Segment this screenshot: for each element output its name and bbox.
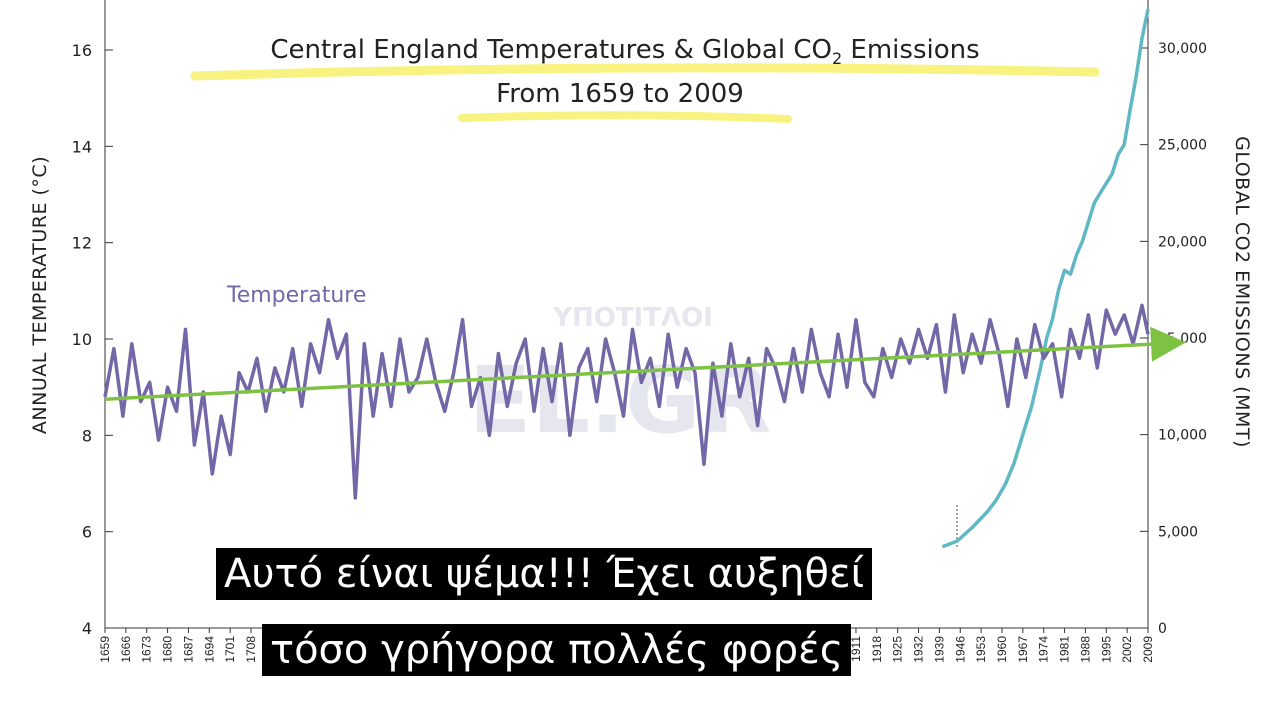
series-label-temperature: Temperature: [226, 283, 366, 308]
chart-title: Central England Temperatures & Global CO…: [270, 35, 979, 68]
y-tick-label: 16: [72, 41, 92, 60]
y-tick-label: 8: [82, 426, 92, 445]
x-tick-label: 1911: [849, 636, 863, 662]
x-tick-label: 1701: [223, 636, 237, 663]
x-tick-label: 2002: [1120, 636, 1134, 663]
x-tick-label: 1659: [98, 636, 112, 663]
y2-tick-label: 10,000: [1158, 428, 1207, 444]
x-tick-label: 1981: [1058, 636, 1072, 663]
right-axis-ticks: 0 5,000 10,000 15,000 20,000 25,000 30,000: [1140, 41, 1207, 637]
y-tick-label: 6: [82, 523, 92, 542]
y2-tick-label: 25,000: [1158, 138, 1207, 154]
x-tick-label: 1967: [1016, 636, 1030, 663]
x-tick-label: 1687: [181, 636, 195, 663]
x-tick-label: 1932: [912, 636, 926, 663]
y2-tick-label: 0: [1158, 621, 1167, 637]
x-tick-label: 1946: [953, 636, 967, 663]
y-tick-label: 14: [72, 137, 92, 156]
y2-tick-label: 5,000: [1158, 524, 1198, 540]
co2-emissions-line: [941, 8, 1150, 549]
y-axis-title: ANNUAL TEMPERATURE (°C): [29, 156, 51, 434]
trend-arrow: [104, 326, 1186, 401]
x-tick-label: 1666: [119, 636, 133, 663]
x-tick-label: 1925: [891, 636, 905, 663]
chart-subtitle: From 1659 to 2009: [496, 79, 744, 109]
y-tick-label: 12: [72, 234, 92, 253]
x-tick-label: 1918: [870, 636, 884, 663]
y-tick-label: 4: [82, 619, 92, 638]
y2-tick-label: 15,000: [1158, 331, 1207, 347]
x-tick-label: 1680: [161, 636, 175, 663]
subtitle-line-2: τόσο γρήγορα πολλές φορές: [262, 624, 852, 676]
x-tick-label: 1939: [932, 636, 946, 663]
x-tick-label: 1974: [1037, 636, 1051, 663]
y2-axis-title: GLOBAL CO2 EMISSIONS (MMT): [1231, 136, 1253, 448]
y2-tick-label: 30,000: [1158, 41, 1207, 57]
x-tick-label: 2009: [1141, 636, 1155, 663]
left-axis-ticks: 4 6 8 10 12 14 16: [72, 41, 113, 638]
y-tick-label: 10: [72, 330, 92, 349]
series-layer: [103, 8, 1186, 549]
x-tick-label: 1953: [974, 636, 988, 663]
x-tick-label: 1673: [140, 636, 154, 663]
x-tick-label: 1960: [995, 636, 1009, 663]
subtitle-highlight: [458, 111, 792, 123]
x-tick-label: 1708: [244, 636, 258, 663]
x-tick-label: 1694: [202, 636, 216, 663]
x-tick-label: 1988: [1078, 636, 1092, 663]
x-tick-label: 1995: [1099, 636, 1113, 663]
title-highlight: [190, 63, 1100, 81]
y2-tick-label: 20,000: [1158, 234, 1207, 250]
temperature-line: [103, 303, 1150, 500]
subtitle-line-1: Αυτό είναι ψέμα!!! Έχει αυξηθεί: [216, 548, 873, 600]
